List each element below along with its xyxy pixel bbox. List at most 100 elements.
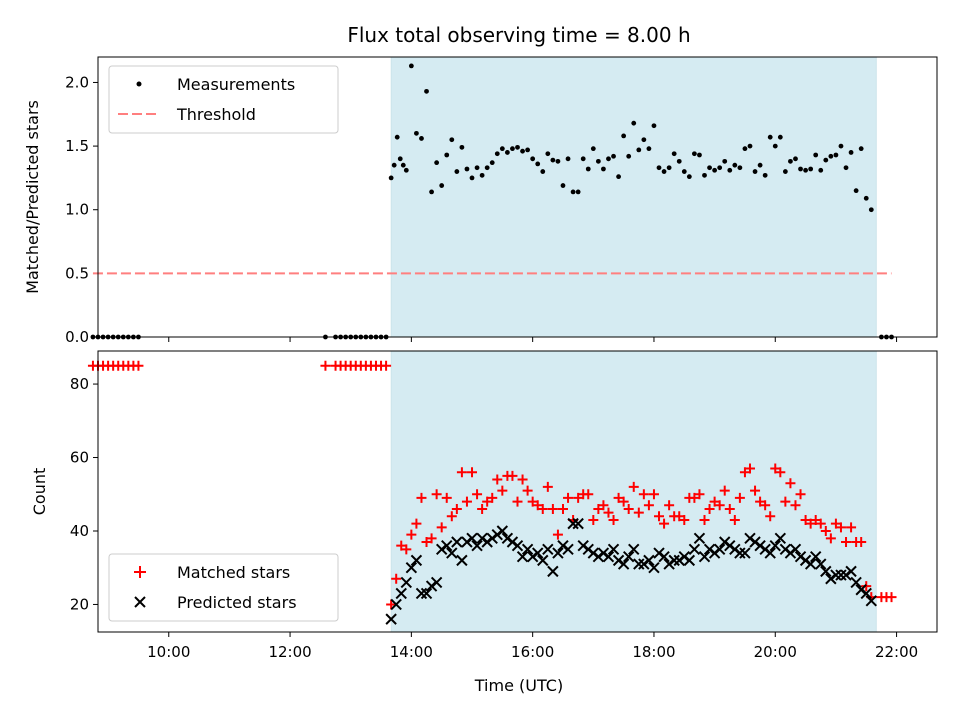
chart-title: Flux total observing time = 8.00 h (347, 23, 690, 47)
measurement-point (828, 153, 834, 159)
matched-star-point (694, 489, 705, 500)
measurement-point (737, 165, 743, 171)
top-panel-ratio: 0.00.51.01.52.0 Matched/Predicted stars … (23, 56, 938, 346)
measurement-point (732, 162, 738, 168)
measurement-point (676, 158, 682, 164)
matched-star-point (765, 511, 776, 522)
matched-star-point (659, 518, 670, 529)
predicted-star-point (446, 547, 458, 559)
measurement-point (636, 147, 642, 153)
matched-star-point (467, 467, 478, 478)
predicted-star-point (774, 532, 787, 545)
matched-star-point (800, 514, 811, 525)
matched-star-point (386, 599, 397, 610)
matched-star-point (507, 470, 518, 481)
predicted-star-point (420, 587, 433, 600)
matched-star-point (664, 500, 675, 511)
predicted-star-point (734, 547, 746, 559)
predicted-star-point (713, 543, 726, 556)
matched-star-point (825, 533, 836, 544)
y-tick-label: 60 (70, 449, 89, 467)
matched-star-point (456, 467, 467, 478)
top-y-axis-label: Matched/Predicted stars (23, 100, 42, 294)
matched-star-point (593, 503, 604, 514)
predicted-star-point (410, 554, 423, 567)
matched-star-point (739, 467, 750, 478)
matched-star-point (406, 529, 417, 540)
measurement-point (479, 172, 485, 178)
matched-star-point (522, 485, 533, 496)
legend-marker-measurements (136, 81, 142, 87)
measurement-point (691, 151, 697, 157)
measurement-point (858, 146, 864, 152)
x-tick-label: 22:00 (875, 643, 918, 661)
matched-star-point (426, 533, 437, 544)
matched-star-point (679, 514, 690, 525)
matched-star-point (628, 481, 639, 492)
matched-star-point (497, 485, 508, 496)
bottom-panel-counts: 20 40 60 80 10:00 12:00 14:00 16:00 18:00 20:00 22… (30, 350, 938, 695)
predicted-star-point (860, 587, 872, 600)
predicted-star-point (739, 547, 751, 559)
matched-star-point (320, 360, 331, 371)
matched-star-point (487, 492, 498, 503)
matched-star-point (709, 496, 720, 507)
count-points (87, 360, 897, 625)
measurement-point (520, 148, 525, 154)
predicted-star-point (385, 613, 397, 625)
predicted-star-point (395, 587, 407, 600)
measurement-point (788, 158, 793, 164)
x-tick-label: 12:00 (268, 643, 311, 661)
predicted-star-point (466, 532, 478, 545)
matched-star-point (416, 492, 427, 503)
measurement-point (686, 174, 692, 180)
predicted-star-point (845, 565, 857, 578)
measurement-point (403, 167, 409, 173)
predicted-star-point (451, 536, 463, 548)
matched-star-point (780, 496, 791, 507)
legend-label-measurements: Measurements (177, 75, 295, 94)
measurement-point (449, 137, 455, 143)
matched-star-point (618, 496, 629, 507)
measurement-point (823, 157, 829, 163)
bottom-panel-frame (97, 350, 938, 633)
measurement-point (606, 156, 611, 162)
predicted-star-point (390, 598, 402, 611)
measurement-point (631, 120, 637, 126)
measurement-point (504, 150, 510, 155)
matched-star-point (441, 492, 452, 503)
measurement-point (464, 166, 470, 172)
measurement-point (848, 150, 854, 155)
bottom-legend-box (108, 553, 339, 622)
measurement-point (843, 165, 849, 171)
matched-star-point (461, 496, 472, 507)
measurement-point (414, 130, 419, 136)
measurement-point (540, 169, 546, 174)
measurement-point (798, 166, 803, 172)
matched-star-point (401, 544, 412, 555)
measurement-point (853, 188, 859, 194)
measurement-point (833, 152, 839, 158)
matched-star-point (810, 514, 821, 525)
predicted-star-point (471, 539, 483, 552)
measurement-point (459, 144, 465, 150)
matched-star-point (133, 360, 144, 371)
matched-star-point (744, 463, 755, 474)
top-panel-frame (97, 56, 938, 338)
predicted-star-point (688, 543, 701, 556)
legend-marker-predicted (134, 596, 146, 608)
measurement-point (697, 152, 702, 158)
measurement-point (752, 169, 758, 174)
measurement-point (400, 162, 406, 168)
measurement-point (742, 146, 748, 152)
measurement-point (434, 160, 440, 166)
predicted-star-point (809, 550, 822, 563)
predicted-star-point (643, 554, 655, 567)
matched-star-point (714, 500, 725, 511)
predicted-star-point (537, 554, 549, 567)
matched-star-point (760, 500, 771, 511)
measurement-point (555, 158, 561, 164)
predicted-star-point (658, 550, 670, 563)
matched-star-point (512, 496, 523, 507)
